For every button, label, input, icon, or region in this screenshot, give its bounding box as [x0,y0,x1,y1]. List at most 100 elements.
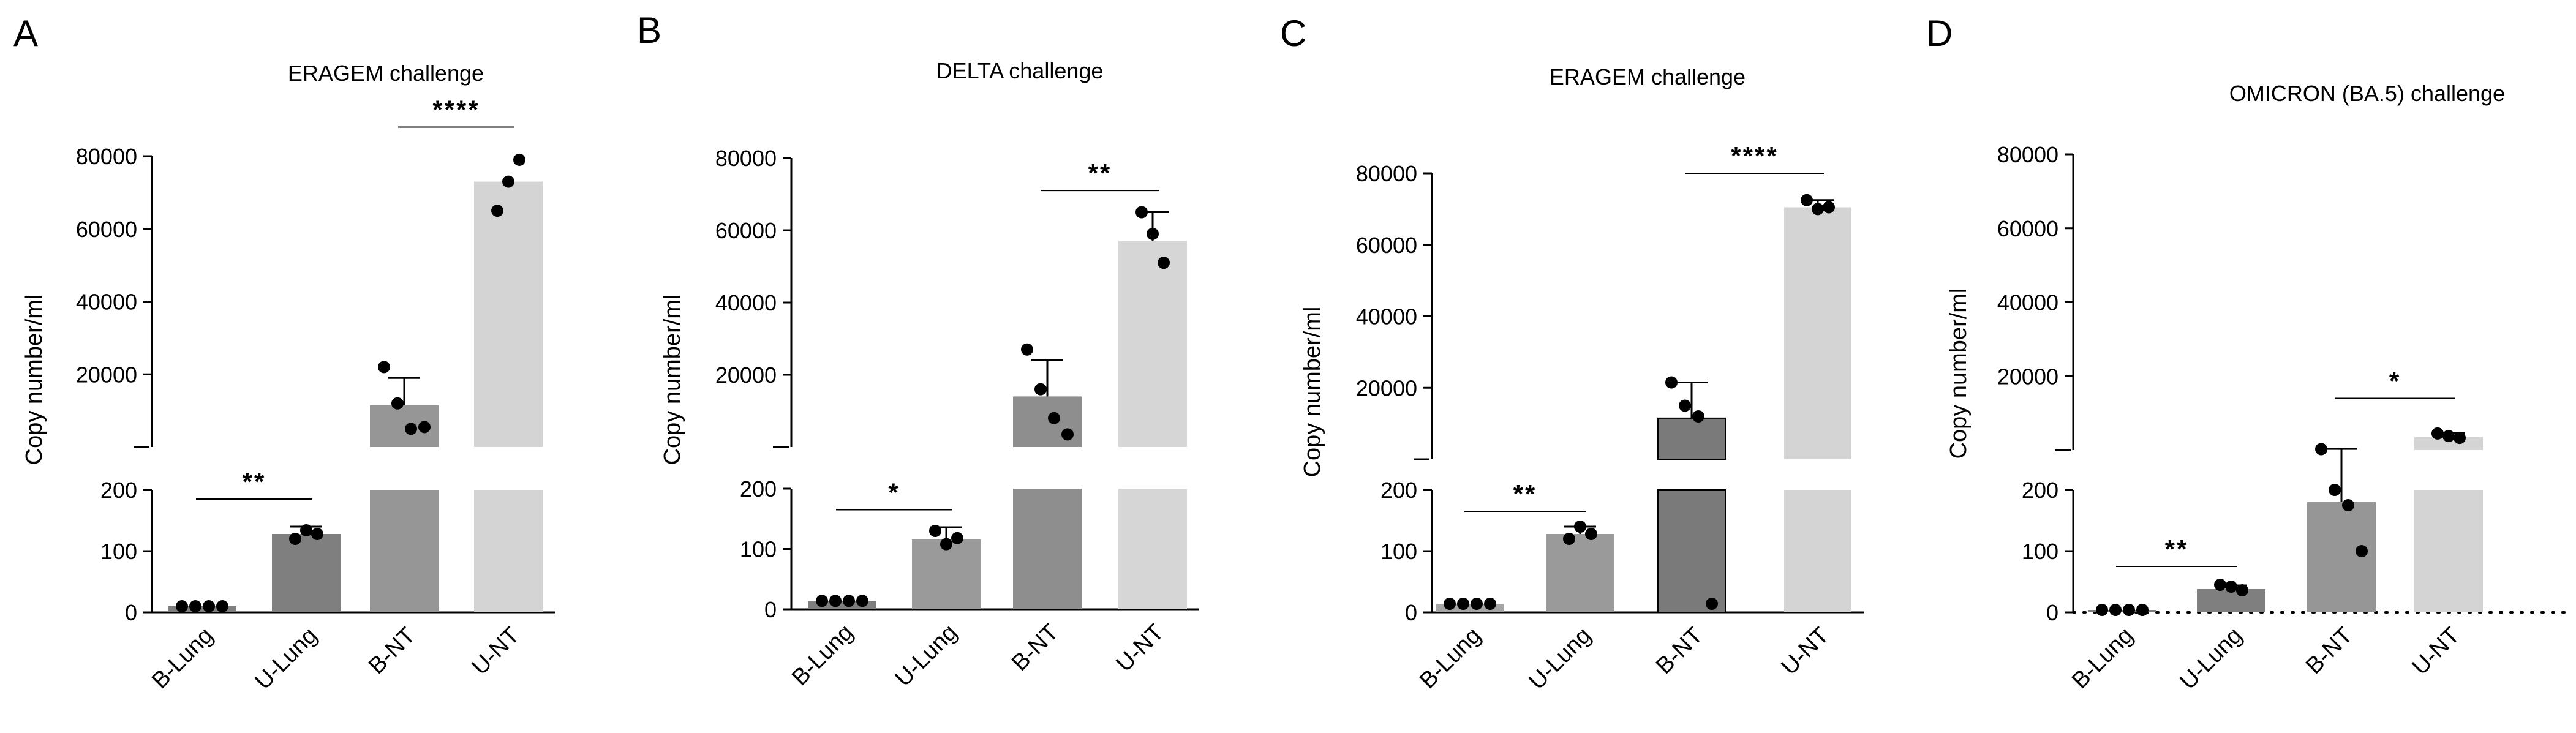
data-point [502,175,514,188]
significance-label: ** [2165,535,2189,563]
data-point [491,205,503,217]
y-tick-label: 40000 [76,290,137,315]
data-point [1147,227,1159,240]
x-tick-label: U-NT [1111,620,1169,677]
panel-letter: B [637,10,661,51]
y-tick-label: 200 [1380,478,1417,503]
y-tick-label: 0 [125,600,137,625]
data-point [2236,584,2248,596]
y-tick-label: 60000 [1356,233,1417,258]
data-point [2225,581,2237,593]
panel-letter: A [13,13,38,54]
data-point [2096,604,2108,616]
bar-lower-segment [1784,490,1851,612]
data-point [1444,598,1456,610]
data-point [1563,533,1575,545]
chart-title: DELTA challenge [936,58,1104,83]
data-point [378,361,390,374]
chart-title: OMICRON (BA.5) challenge [2229,81,2505,106]
y-tick-label: 100 [740,537,777,562]
x-tick-label: B-NT [1007,620,1063,676]
data-point [2315,443,2327,456]
data-point [2356,545,2368,557]
bar [912,539,981,609]
y-tick-label: 60000 [76,217,137,242]
y-tick-label: 60000 [1997,216,2058,241]
data-point [405,423,417,435]
bar-lower-segment [370,490,439,612]
data-point [1457,598,1469,610]
data-point [856,595,868,607]
y-tick-label: 80000 [76,144,137,169]
chart-title: ERAGEM challenge [1550,64,1746,89]
bar [2088,610,2156,612]
data-point [1679,399,1691,412]
data-point [2342,499,2354,511]
x-tick-label: U-Lung [891,620,963,692]
x-tick-label: B-NT [1651,623,1708,679]
y-tick-label: 40000 [1356,304,1417,329]
y-axis-label: Copy number/ml [1300,307,1325,478]
y-tick-label: 20000 [1356,375,1417,400]
x-tick-label: B-Lung [147,623,218,694]
panel-b: B DELTA challenge Copy number/ml 0 100 200 200… [637,10,1199,691]
data-point [951,532,963,544]
data-point [1471,598,1483,610]
data-point [1706,598,1718,610]
bar-lower-segment [1118,489,1187,609]
data-point [1801,194,1813,206]
y-tick-label: 100 [100,539,137,564]
data-point [1048,412,1060,424]
data-point [2431,427,2444,440]
data-point [2136,604,2149,616]
bar-upper-segment [1784,207,1851,459]
data-point [2123,604,2135,616]
bar-lower-segment [474,490,543,612]
data-point [1692,410,1704,423]
bar-upper-segment [2414,437,2483,450]
y-tick-label: 200 [740,476,777,502]
x-tick-label: B-Lung [1415,623,1486,694]
significance-label: * [888,478,900,506]
bar [168,606,236,612]
data-point [216,600,228,612]
data-point [940,538,952,551]
bar-lower-segment [2414,490,2483,612]
significance-label: **** [432,96,480,124]
y-tick-label: 40000 [1997,290,2058,315]
y-tick-label: 80000 [1356,161,1417,186]
significance-label: **** [1731,141,1778,170]
data-point [1812,203,1824,216]
bar [1546,534,1614,612]
x-tick-label: U-NT [2407,623,2465,680]
x-tick-label: B-NT [364,623,420,679]
data-point [1665,376,1678,389]
data-point [1061,428,1074,441]
data-point [418,421,431,434]
data-point [1823,201,1835,214]
y-tick-label: 80000 [1997,142,2058,167]
y-tick-label: 100 [1380,539,1417,564]
data-point [2214,579,2226,591]
y-tick-label: 20000 [76,362,137,387]
x-tick-label: U-NT [1776,623,1834,680]
bar-upper-segment [474,181,543,447]
y-axis-label: Copy number/ml [1946,288,1972,459]
panel-a: A ERAGEM challenge Copy number/ml 0 100 200 20… [13,13,555,694]
x-tick-label: U-Lung [2175,623,2248,695]
y-tick-label: 0 [2046,600,2058,625]
x-tick-label: B-Lung [787,620,858,691]
data-point [289,533,301,545]
y-tick-label: 200 [2022,478,2058,503]
bar-upper-segment [1657,417,1726,460]
x-tick-label: B-NT [2301,623,2357,679]
bar [272,534,341,612]
bar-lower-segment [1013,489,1082,609]
data-point [1021,343,1033,356]
y-tick-label: 60000 [715,218,777,243]
x-tick-label: U-Lung [1524,623,1597,695]
data-point [1034,383,1047,396]
data-point [2109,604,2122,616]
data-point [929,524,941,537]
